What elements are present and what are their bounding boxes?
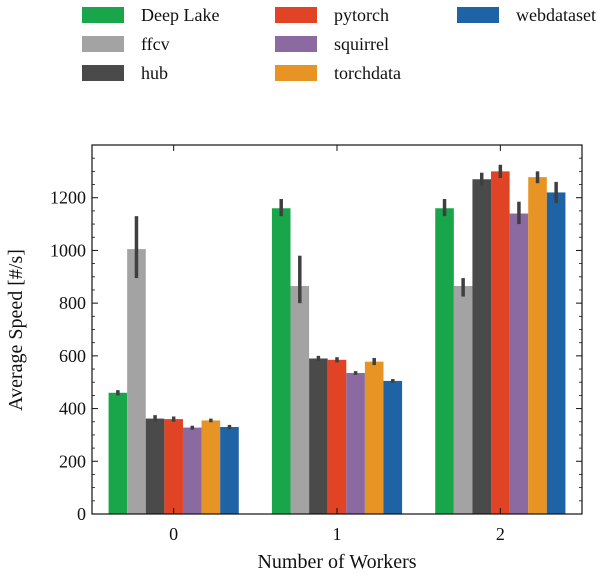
- legend-label: ffcv: [141, 34, 170, 54]
- bar: [472, 179, 492, 514]
- bar: [182, 427, 202, 514]
- y-tick-label: 1000: [50, 240, 86, 260]
- bar: [164, 419, 183, 514]
- bar: [201, 420, 221, 514]
- bar: [528, 177, 547, 514]
- y-axis-label: Average Speed [#/s]: [5, 249, 27, 411]
- bar: [546, 192, 566, 514]
- bar: [364, 361, 384, 514]
- bar: [271, 208, 291, 514]
- y-tick-label: 800: [59, 293, 86, 313]
- legend-swatch: [275, 65, 317, 81]
- legend-label: hub: [141, 63, 168, 83]
- x-tick-label: 1: [333, 524, 342, 544]
- legend-label: torchdata: [334, 63, 401, 83]
- bar: [309, 358, 328, 514]
- bar: [346, 372, 365, 514]
- bar: [127, 249, 146, 515]
- legend-label: pytorch: [334, 5, 389, 25]
- y-tick-label: 600: [59, 346, 86, 366]
- x-tick-label: 2: [496, 524, 505, 544]
- legend-label: Deep Lake: [141, 5, 219, 25]
- legend-swatch: [457, 7, 499, 23]
- legend-swatch: [275, 7, 317, 23]
- y-tick-label: 200: [59, 451, 86, 471]
- plot-area: [108, 164, 566, 515]
- legend-swatch: [275, 36, 317, 52]
- y-tick-label: 400: [59, 399, 86, 419]
- axes: 0 200 400 600 800 1000 1200 0 1 2: [50, 144, 583, 544]
- bar: [453, 286, 473, 514]
- legend-label: webdataset: [516, 5, 596, 25]
- x-axis-label: Number of Workers: [257, 551, 416, 573]
- bar: [491, 171, 510, 515]
- legend-label: squirrel: [334, 34, 389, 54]
- y-tick-label: 0: [77, 504, 86, 524]
- legend-swatch: [82, 65, 124, 81]
- legend-swatch: [82, 7, 124, 23]
- legend-swatch: [82, 36, 124, 52]
- bar: [290, 286, 310, 514]
- bar: [435, 208, 454, 514]
- bar: [108, 392, 128, 514]
- bar: [145, 418, 165, 514]
- bar: [220, 427, 239, 514]
- x-tick-label: 0: [169, 524, 178, 544]
- y-tick-label: 1200: [50, 188, 86, 208]
- bar: [327, 359, 347, 514]
- bar: [383, 380, 403, 514]
- legend: Deep Lake ffcv hub pytorch squirrel torchdata…: [82, 5, 596, 83]
- bar: [509, 213, 529, 514]
